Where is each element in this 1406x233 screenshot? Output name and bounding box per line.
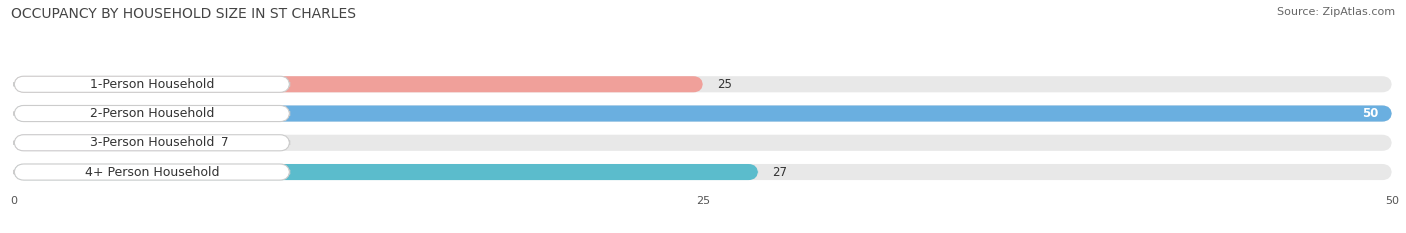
FancyBboxPatch shape	[14, 106, 1392, 122]
Text: 1-Person Household: 1-Person Household	[90, 78, 214, 91]
Text: 3-Person Household: 3-Person Household	[90, 136, 214, 149]
Text: 50: 50	[1362, 107, 1378, 120]
FancyBboxPatch shape	[14, 76, 1392, 92]
Text: Source: ZipAtlas.com: Source: ZipAtlas.com	[1277, 7, 1395, 17]
FancyBboxPatch shape	[14, 106, 1392, 122]
FancyBboxPatch shape	[14, 164, 758, 180]
Text: 4+ Person Household: 4+ Person Household	[84, 165, 219, 178]
Text: 7: 7	[221, 136, 228, 149]
FancyBboxPatch shape	[14, 106, 290, 122]
FancyBboxPatch shape	[14, 135, 1392, 151]
Text: 25: 25	[717, 78, 731, 91]
FancyBboxPatch shape	[14, 135, 290, 151]
FancyBboxPatch shape	[14, 164, 290, 180]
Text: OCCUPANCY BY HOUSEHOLD SIZE IN ST CHARLES: OCCUPANCY BY HOUSEHOLD SIZE IN ST CHARLE…	[11, 7, 356, 21]
FancyBboxPatch shape	[14, 164, 1392, 180]
FancyBboxPatch shape	[14, 135, 207, 151]
FancyBboxPatch shape	[14, 76, 703, 92]
Text: 27: 27	[772, 165, 787, 178]
Text: 2-Person Household: 2-Person Household	[90, 107, 214, 120]
FancyBboxPatch shape	[14, 76, 290, 92]
